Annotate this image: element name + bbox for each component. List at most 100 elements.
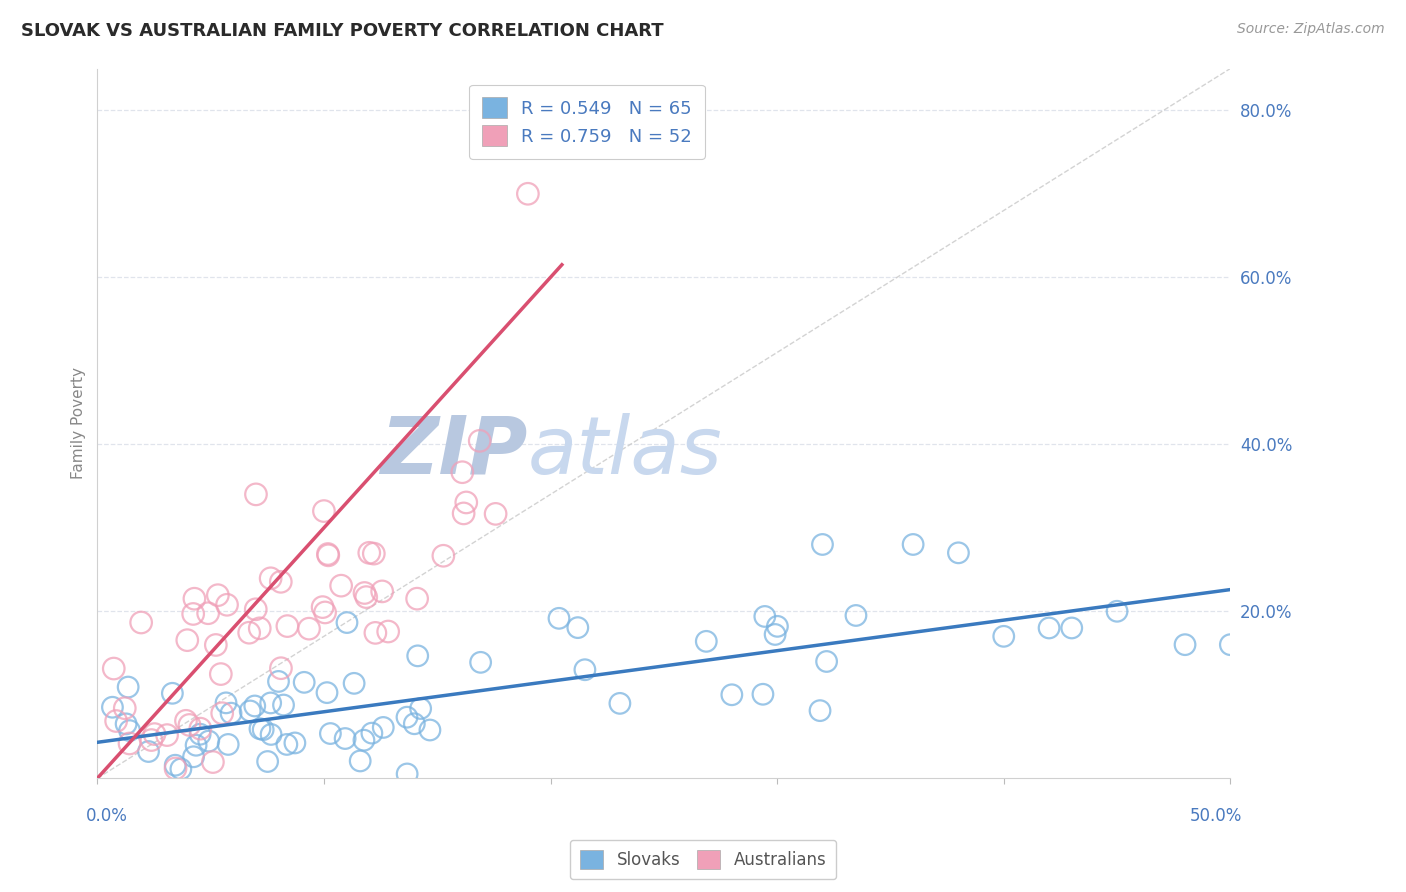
Point (1038, 621, 1060, 635)
Point (101, 700, 124, 714)
Point (763, 627, 786, 641)
Point (239, 704, 262, 718)
Point (353, 586, 375, 600)
Point (207, 588, 229, 602)
Point (319, 726, 342, 740)
Point (205, 638, 228, 652)
Text: 50.0%: 50.0% (1189, 807, 1241, 825)
Point (249, 722, 271, 736)
Text: Source: ZipAtlas.com: Source: ZipAtlas.com (1237, 22, 1385, 37)
Point (406, 591, 429, 606)
Point (165, 758, 187, 772)
Point (354, 590, 377, 604)
Point (360, 726, 382, 740)
Point (201, 755, 224, 769)
Point (470, 656, 492, 670)
Point (114, 701, 136, 715)
Text: ZIP: ZIP (381, 413, 527, 491)
Point (276, 738, 298, 752)
Point (845, 608, 868, 623)
Point (259, 571, 281, 585)
Point (170, 762, 193, 776)
Point (188, 722, 211, 736)
Point (197, 734, 219, 748)
Point (363, 547, 385, 561)
Point (314, 606, 336, 620)
Point (1060, 621, 1083, 635)
Point (105, 714, 128, 728)
Point (333, 731, 356, 746)
Point (349, 754, 371, 768)
Point (276, 619, 298, 633)
Point (211, 706, 233, 721)
Point (808, 704, 831, 718)
Point (516, 186, 538, 201)
Point (292, 675, 315, 690)
Point (811, 537, 834, 551)
Point (176, 633, 198, 648)
Point (141, 733, 163, 747)
Point (270, 661, 292, 675)
Point (270, 574, 292, 589)
Point (993, 629, 1015, 643)
Point (948, 546, 970, 560)
Point (609, 697, 631, 711)
Point (316, 549, 339, 563)
Point (312, 504, 335, 518)
Point (353, 733, 375, 747)
Legend: R = 0.549   N = 65, R = 0.759   N = 52: R = 0.549 N = 65, R = 0.759 N = 52 (470, 85, 704, 159)
Point (273, 698, 295, 712)
Point (103, 662, 125, 676)
Point (129, 615, 152, 630)
Point (311, 600, 333, 615)
Point (143, 727, 166, 741)
Point (484, 507, 506, 521)
Point (217, 738, 239, 752)
Point (252, 723, 274, 737)
Text: SLOVAK VS AUSTRALIAN FAMILY POVERTY CORRELATION CHART: SLOVAK VS AUSTRALIAN FAMILY POVERTY CORR… (21, 22, 664, 40)
Point (359, 546, 381, 560)
Point (1174, 638, 1197, 652)
Point (115, 717, 138, 731)
Point (316, 685, 339, 699)
Point (238, 625, 260, 640)
Point (184, 738, 207, 752)
Point (256, 755, 278, 769)
Point (377, 624, 399, 639)
Point (721, 688, 744, 702)
Point (267, 674, 290, 689)
Legend: Slovaks, Australians: Slovaks, Australians (569, 840, 837, 880)
Point (343, 676, 366, 690)
Point (409, 701, 432, 715)
Point (316, 547, 339, 561)
Y-axis label: Family Poverty: Family Poverty (72, 368, 86, 479)
Point (406, 648, 429, 663)
Point (396, 767, 419, 781)
Point (181, 607, 204, 621)
Point (183, 591, 205, 606)
Point (174, 714, 197, 728)
Point (395, 710, 418, 724)
Point (752, 687, 775, 701)
Point (330, 579, 353, 593)
Point (456, 495, 478, 509)
Point (567, 621, 589, 635)
Point (165, 762, 187, 776)
Point (219, 706, 242, 721)
Text: 0.0%: 0.0% (86, 807, 128, 825)
Point (1105, 604, 1128, 618)
Point (162, 686, 184, 700)
Point (118, 736, 141, 750)
Point (118, 723, 141, 738)
Point (451, 465, 474, 479)
Point (548, 611, 571, 625)
Point (815, 655, 838, 669)
Text: atlas: atlas (527, 413, 723, 491)
Point (249, 621, 271, 635)
Point (298, 622, 321, 636)
Point (245, 487, 267, 501)
Point (373, 721, 395, 735)
Point (404, 716, 426, 731)
Point (188, 727, 211, 741)
Point (156, 728, 179, 742)
